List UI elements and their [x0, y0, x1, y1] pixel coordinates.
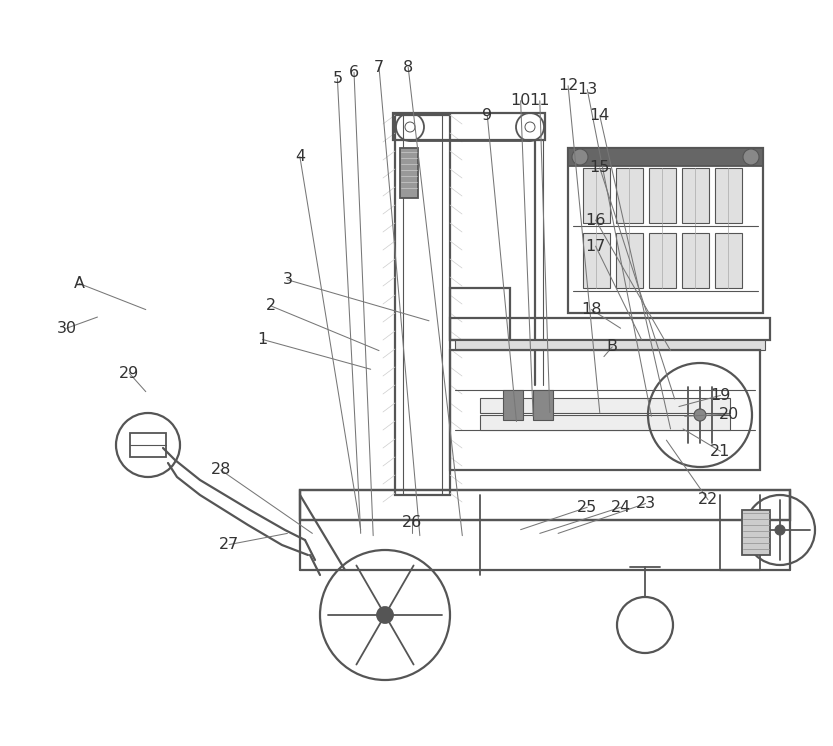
Circle shape: [694, 409, 706, 421]
Bar: [649, 168, 676, 223]
Text: 27: 27: [219, 537, 239, 552]
Text: 22: 22: [698, 492, 718, 507]
Text: 10: 10: [511, 93, 531, 108]
Text: 4: 4: [295, 149, 305, 164]
Text: 25: 25: [577, 500, 597, 515]
Bar: [300, 490, 790, 520]
Text: 14: 14: [590, 108, 610, 123]
Text: 3: 3: [282, 272, 292, 287]
Bar: [715, 233, 742, 288]
Bar: [450, 288, 510, 340]
Circle shape: [377, 607, 393, 623]
Bar: [583, 233, 610, 288]
Text: 15: 15: [590, 160, 610, 175]
Text: 29: 29: [119, 366, 139, 380]
Text: 13: 13: [577, 82, 597, 97]
Text: B: B: [606, 339, 618, 354]
Bar: [616, 233, 643, 288]
Bar: [583, 168, 610, 223]
Text: 17: 17: [586, 239, 606, 254]
Text: A: A: [73, 276, 85, 291]
Bar: [395, 115, 450, 495]
Text: 5: 5: [332, 71, 342, 86]
Text: 18: 18: [581, 302, 601, 317]
Bar: [533, 390, 553, 420]
Text: 9: 9: [482, 108, 492, 123]
Bar: [480, 398, 730, 413]
Bar: [480, 415, 730, 430]
Text: 21: 21: [711, 444, 731, 459]
Bar: [682, 168, 709, 223]
Bar: [616, 168, 643, 223]
Text: 24: 24: [611, 500, 631, 515]
Text: 28: 28: [211, 463, 231, 477]
Circle shape: [572, 149, 588, 165]
Text: 26: 26: [402, 515, 422, 530]
Bar: [300, 490, 790, 520]
Bar: [450, 318, 770, 340]
Text: 19: 19: [711, 388, 731, 403]
Text: 20: 20: [719, 407, 739, 421]
Bar: [649, 233, 676, 288]
Text: 1: 1: [257, 332, 267, 347]
Bar: [568, 148, 763, 313]
Bar: [715, 168, 742, 223]
Text: 11: 11: [530, 93, 550, 108]
Bar: [450, 350, 760, 470]
Bar: [393, 113, 545, 140]
Bar: [455, 340, 765, 350]
Circle shape: [743, 149, 759, 165]
Bar: [568, 148, 763, 166]
Circle shape: [775, 525, 785, 535]
Bar: [400, 148, 418, 198]
Text: 2: 2: [266, 298, 276, 313]
Text: 12: 12: [558, 78, 578, 93]
Text: 8: 8: [403, 60, 413, 75]
Text: 30: 30: [57, 321, 77, 336]
Bar: [503, 390, 523, 420]
Bar: [682, 233, 709, 288]
Text: 16: 16: [586, 213, 606, 228]
Text: 23: 23: [636, 496, 656, 511]
Bar: [742, 510, 770, 555]
Bar: [130, 433, 166, 457]
Text: 7: 7: [374, 60, 384, 75]
Text: 6: 6: [349, 65, 359, 80]
